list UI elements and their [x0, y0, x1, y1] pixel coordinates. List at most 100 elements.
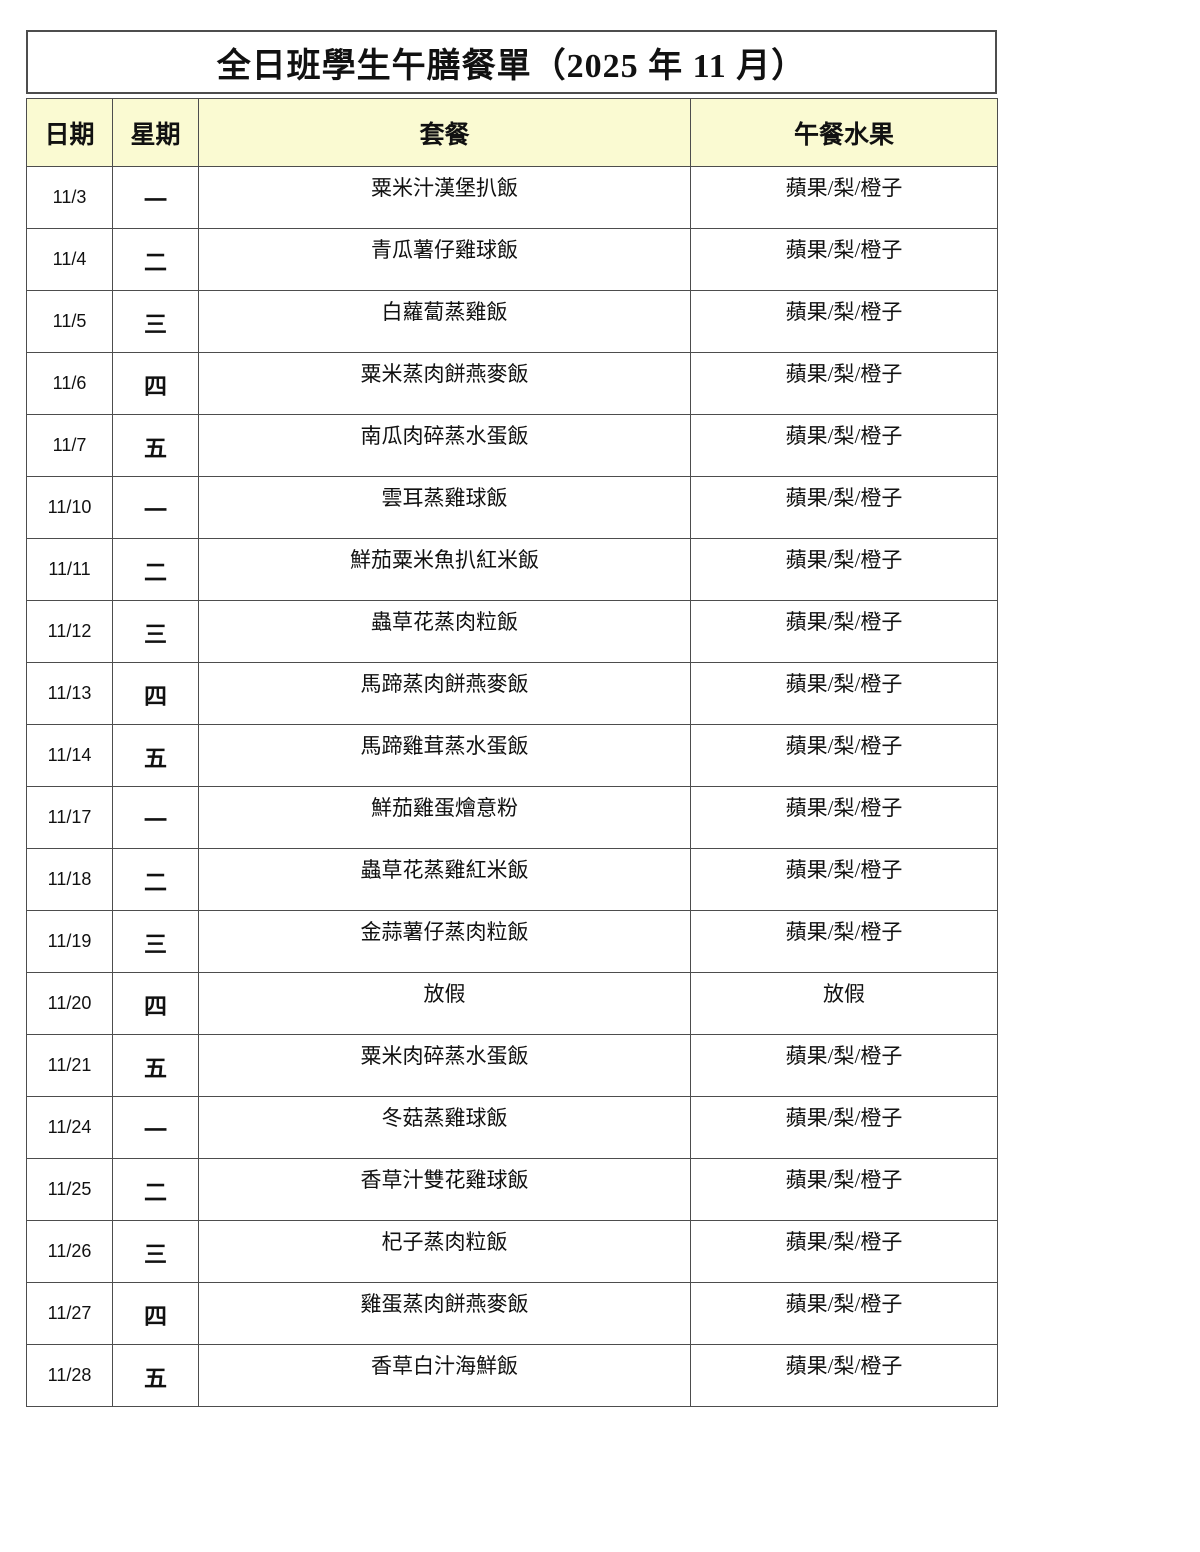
fruit-cell: 蘋果/梨/橙子 — [690, 538, 998, 601]
meal-cell: 粟米汁漢堡扒飯 — [198, 166, 691, 229]
weekday-cell: 五 — [112, 1034, 199, 1097]
meal-cell: 冬菇蒸雞球飯 — [198, 1096, 691, 1159]
weekday-cell: 二 — [112, 228, 199, 291]
weekday-cell: 四 — [112, 972, 199, 1035]
column-header-meal: 套餐 — [198, 98, 691, 167]
weekday-cell: 一 — [112, 786, 199, 849]
fruit-cell: 蘋果/梨/橙子 — [690, 352, 998, 415]
date-cell: 11/4 — [26, 228, 113, 291]
table-row: 11/4 二 青瓜薯仔雞球飯 蘋果/梨/橙子 — [26, 228, 998, 291]
table-row: 11/6 四 粟米蒸肉餅燕麥飯 蘋果/梨/橙子 — [26, 352, 998, 415]
date-cell: 11/28 — [26, 1344, 113, 1407]
table-row: 11/7 五 南瓜肉碎蒸水蛋飯 蘋果/梨/橙子 — [26, 414, 998, 477]
meal-cell: 香草白汁海鮮飯 — [198, 1344, 691, 1407]
weekday-cell: 一 — [112, 166, 199, 229]
fruit-cell: 蘋果/梨/橙子 — [690, 228, 998, 291]
table-row: 11/3 一 粟米汁漢堡扒飯 蘋果/梨/橙子 — [26, 166, 998, 229]
date-cell: 11/17 — [26, 786, 113, 849]
fruit-cell: 蘋果/梨/橙子 — [690, 600, 998, 663]
meal-cell: 放假 — [198, 972, 691, 1035]
fruit-cell: 蘋果/梨/橙子 — [690, 1220, 998, 1283]
fruit-cell: 蘋果/梨/橙子 — [690, 1096, 998, 1159]
weekday-cell: 一 — [112, 1096, 199, 1159]
date-cell: 11/27 — [26, 1282, 113, 1345]
weekday-cell: 三 — [112, 290, 199, 353]
meal-cell: 白蘿蔔蒸雞飯 — [198, 290, 691, 353]
table-row: 11/14 五 馬蹄雞茸蒸水蛋飯 蘋果/梨/橙子 — [26, 724, 998, 787]
meal-cell: 雞蛋蒸肉餅燕麥飯 — [198, 1282, 691, 1345]
weekday-cell: 三 — [112, 1220, 199, 1283]
date-cell: 11/7 — [26, 414, 113, 477]
date-cell: 11/19 — [26, 910, 113, 973]
fruit-cell: 蘋果/梨/橙子 — [690, 848, 998, 911]
table-row: 11/12 三 蟲草花蒸肉粒飯 蘋果/梨/橙子 — [26, 600, 998, 663]
date-cell: 11/20 — [26, 972, 113, 1035]
menu-title-box: 全日班學生午膳餐單（2025 年 11 月） — [26, 30, 997, 94]
weekday-cell: 四 — [112, 662, 199, 725]
fruit-cell: 蘋果/梨/橙子 — [690, 1344, 998, 1407]
weekday-cell: 二 — [112, 1158, 199, 1221]
date-cell: 11/13 — [26, 662, 113, 725]
weekday-cell: 四 — [112, 1282, 199, 1345]
fruit-cell: 蘋果/梨/橙子 — [690, 414, 998, 477]
table-row: 11/13 四 馬蹄蒸肉餅燕麥飯 蘋果/梨/橙子 — [26, 662, 998, 725]
table-row: 11/10 一 雲耳蒸雞球飯 蘋果/梨/橙子 — [26, 476, 998, 539]
date-cell: 11/3 — [26, 166, 113, 229]
weekday-cell: 四 — [112, 352, 199, 415]
date-cell: 11/21 — [26, 1034, 113, 1097]
table-row: 11/19 三 金蒜薯仔蒸肉粒飯 蘋果/梨/橙子 — [26, 910, 998, 973]
weekday-cell: 二 — [112, 848, 199, 911]
meal-cell: 蟲草花蒸肉粒飯 — [198, 600, 691, 663]
meal-cell: 鮮茄雞蛋燴意粉 — [198, 786, 691, 849]
date-cell: 11/5 — [26, 290, 113, 353]
fruit-cell: 蘋果/梨/橙子 — [690, 1282, 998, 1345]
weekday-cell: 三 — [112, 910, 199, 973]
date-cell: 11/26 — [26, 1220, 113, 1283]
date-cell: 11/18 — [26, 848, 113, 911]
date-cell: 11/6 — [26, 352, 113, 415]
table-row: 11/27 四 雞蛋蒸肉餅燕麥飯 蘋果/梨/橙子 — [26, 1282, 998, 1345]
table-row: 11/17 一 鮮茄雞蛋燴意粉 蘋果/梨/橙子 — [26, 786, 998, 849]
table-body: 11/3 一 粟米汁漢堡扒飯 蘋果/梨/橙子 11/4 二 青瓜薯仔雞球飯 蘋果… — [26, 166, 998, 1407]
meal-cell: 粟米蒸肉餅燕麥飯 — [198, 352, 691, 415]
weekday-cell: 二 — [112, 538, 199, 601]
menu-document: 全日班學生午膳餐單（2025 年 11 月） 日期 星期 套餐 午餐水果 11/… — [26, 30, 998, 1407]
column-header-date: 日期 — [26, 98, 113, 167]
table-row: 11/28 五 香草白汁海鮮飯 蘋果/梨/橙子 — [26, 1344, 998, 1407]
table-row: 11/11 二 鮮茄粟米魚扒紅米飯 蘋果/梨/橙子 — [26, 538, 998, 601]
fruit-cell: 蘋果/梨/橙子 — [690, 1034, 998, 1097]
fruit-cell: 蘋果/梨/橙子 — [690, 910, 998, 973]
fruit-cell: 蘋果/梨/橙子 — [690, 476, 998, 539]
meal-cell: 雲耳蒸雞球飯 — [198, 476, 691, 539]
meal-cell: 南瓜肉碎蒸水蛋飯 — [198, 414, 691, 477]
table-row: 11/24 一 冬菇蒸雞球飯 蘋果/梨/橙子 — [26, 1096, 998, 1159]
weekday-cell: 三 — [112, 600, 199, 663]
meal-cell: 香草汁雙花雞球飯 — [198, 1158, 691, 1221]
table-row: 11/18 二 蟲草花蒸雞紅米飯 蘋果/梨/橙子 — [26, 848, 998, 911]
meal-cell: 馬蹄蒸肉餅燕麥飯 — [198, 662, 691, 725]
fruit-cell: 蘋果/梨/橙子 — [690, 786, 998, 849]
table-row: 11/21 五 粟米肉碎蒸水蛋飯 蘋果/梨/橙子 — [26, 1034, 998, 1097]
fruit-cell: 蘋果/梨/橙子 — [690, 166, 998, 229]
table-row: 11/25 二 香草汁雙花雞球飯 蘋果/梨/橙子 — [26, 1158, 998, 1221]
table-header-row: 日期 星期 套餐 午餐水果 — [26, 98, 998, 167]
fruit-cell: 蘋果/梨/橙子 — [690, 662, 998, 725]
meal-cell: 馬蹄雞茸蒸水蛋飯 — [198, 724, 691, 787]
fruit-cell: 蘋果/梨/橙子 — [690, 1158, 998, 1221]
menu-title: 全日班學生午膳餐單（2025 年 11 月） — [216, 47, 807, 85]
column-header-weekday: 星期 — [112, 98, 199, 167]
table-row: 11/5 三 白蘿蔔蒸雞飯 蘋果/梨/橙子 — [26, 290, 998, 353]
fruit-cell: 蘋果/梨/橙子 — [690, 724, 998, 787]
table-row: 11/26 三 杞子蒸肉粒飯 蘋果/梨/橙子 — [26, 1220, 998, 1283]
meal-cell: 杞子蒸肉粒飯 — [198, 1220, 691, 1283]
meal-cell: 鮮茄粟米魚扒紅米飯 — [198, 538, 691, 601]
date-cell: 11/25 — [26, 1158, 113, 1221]
date-cell: 11/12 — [26, 600, 113, 663]
weekday-cell: 五 — [112, 724, 199, 787]
weekday-cell: 一 — [112, 476, 199, 539]
weekday-cell: 五 — [112, 414, 199, 477]
meal-cell: 青瓜薯仔雞球飯 — [198, 228, 691, 291]
weekday-cell: 五 — [112, 1344, 199, 1407]
date-cell: 11/10 — [26, 476, 113, 539]
